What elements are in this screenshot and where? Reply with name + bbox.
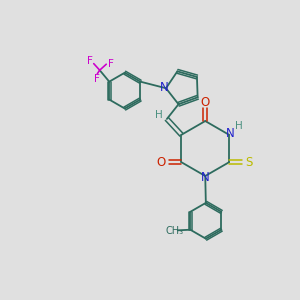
- Text: N: N: [226, 127, 235, 140]
- Text: O: O: [201, 96, 210, 109]
- Text: F: F: [94, 74, 100, 84]
- Text: N: N: [201, 171, 210, 184]
- Text: O: O: [157, 156, 166, 169]
- Text: N: N: [160, 80, 169, 94]
- Text: H: H: [235, 122, 242, 131]
- Text: S: S: [245, 156, 253, 169]
- Text: H: H: [154, 110, 162, 120]
- Text: F: F: [107, 58, 113, 69]
- Text: F: F: [87, 56, 93, 66]
- Text: CH₃: CH₃: [165, 226, 183, 236]
